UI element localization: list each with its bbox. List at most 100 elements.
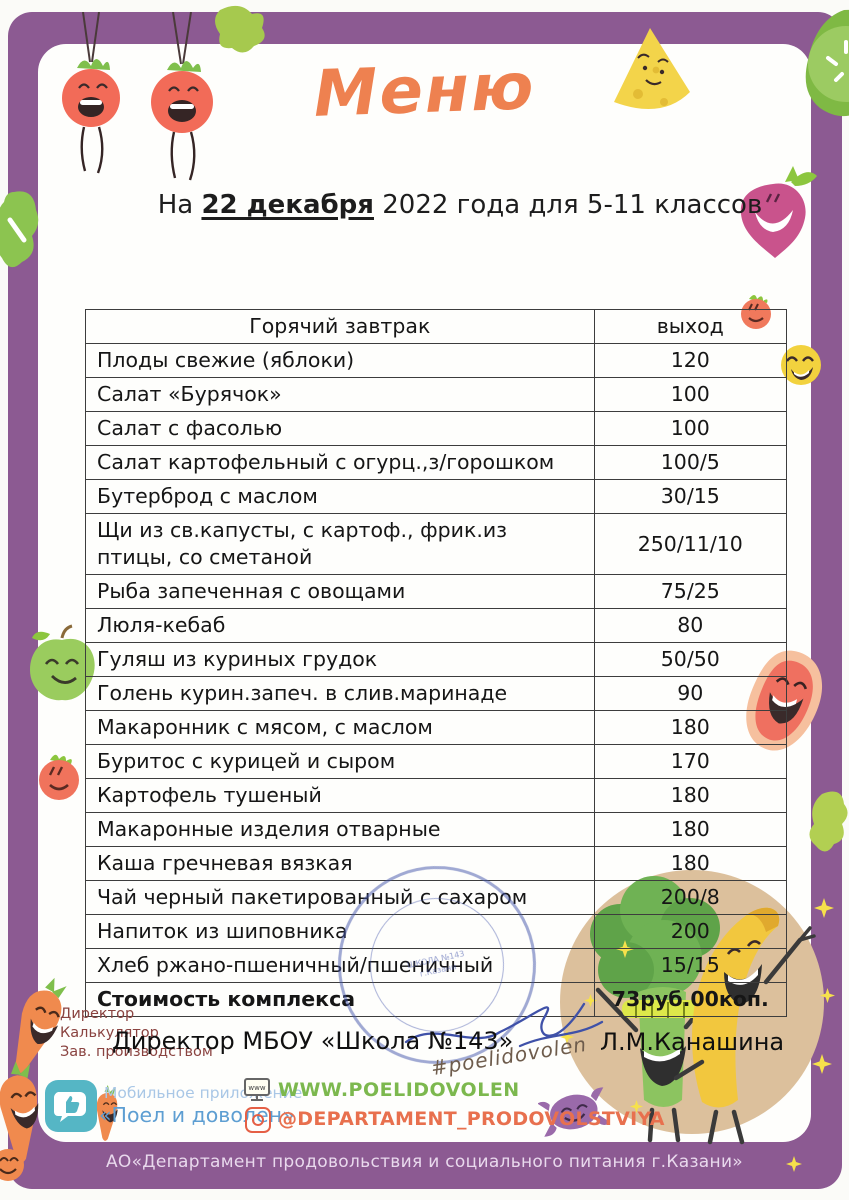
hanging-tomato-icon xyxy=(151,12,213,181)
sparkle-icon xyxy=(820,988,835,1003)
subtitle-date: 22 декабря xyxy=(201,190,374,220)
sparkle-icon xyxy=(630,1100,643,1113)
dish-name: Стоимость комплекса xyxy=(85,982,595,1017)
dish-portion: 90 xyxy=(593,676,788,711)
dish-portion: 50/50 xyxy=(593,642,788,677)
dish-portion: 180 xyxy=(593,778,788,813)
dish-portion: 180 xyxy=(593,812,788,847)
dish-name: Картофель тушеный xyxy=(85,778,595,813)
sparkle-icon xyxy=(786,1156,802,1172)
menu-subtitle: На 22 декабря 2022 года для 5-11 классов xyxy=(130,190,790,220)
menu-table: Горячий завтрак выход Плоды свежие (ябло… xyxy=(85,309,788,1017)
table-row: Рыба запеченная с овощами 75/25 xyxy=(85,574,788,609)
dish-portion: 75/25 xyxy=(593,574,788,609)
table-row: Стоимость комплекса 73руб.00коп. xyxy=(85,982,788,1017)
dish-portion: 100 xyxy=(593,411,788,446)
dish-name: Люля-кебаб xyxy=(85,608,595,643)
dish-name: Хлеб ржано-пшеничный/пшеничный xyxy=(85,948,595,983)
mobile-app-icon xyxy=(45,1080,97,1132)
table-header-row: Горячий завтрак выход xyxy=(85,309,788,344)
table-row: Хлеб ржано-пшеничный/пшеничный 15/15 xyxy=(85,948,788,983)
dish-portion: 180 xyxy=(593,846,788,881)
dish-portion: 100/5 xyxy=(593,445,788,480)
dish-portion: 100 xyxy=(593,377,788,412)
dish-portion: 170 xyxy=(593,744,788,779)
subtitle-suffix: 2022 года для 5-11 классов xyxy=(373,190,763,220)
dish-name: Буритос с курицей и сыром xyxy=(85,744,595,779)
dish-portion: 200 xyxy=(593,914,788,949)
dish-name: Каша гречневая вязкая xyxy=(85,846,595,881)
dish-portion: 30/15 xyxy=(593,479,788,514)
dish-portion: 200/8 xyxy=(593,880,788,915)
signature-titles: Директор Калькулятор Зав. производством xyxy=(60,1005,213,1062)
signature-title: Калькулятор xyxy=(60,1025,159,1041)
www-monitor-icon: www xyxy=(244,1078,270,1101)
table-row: Чай черный пакетированный с сахаром 200/8 xyxy=(85,880,788,915)
sparkle-icon xyxy=(560,1030,574,1044)
leaf-icon xyxy=(215,5,265,53)
dish-portion: 73руб.00коп. xyxy=(593,982,788,1017)
carrot-icon xyxy=(15,977,67,1074)
tomato-icon xyxy=(39,754,79,800)
carrot-icon xyxy=(0,1149,24,1181)
dish-name: Бутерброд с маслом xyxy=(85,479,595,514)
svg-text:www: www xyxy=(248,1084,265,1092)
dish-name: Салат картофельный с огурц.,з/горошком xyxy=(85,445,595,480)
table-row: Буритос с курицей и сыром 170 xyxy=(85,744,788,779)
dish-name: Салат «Бурячок» xyxy=(85,377,595,412)
website-text: WWW.POELIDOVOLEN xyxy=(278,1079,520,1101)
dish-portion: 120 xyxy=(593,343,788,378)
dish-name: Плоды свежие (яблоки) xyxy=(85,343,595,378)
dish-name: Макаронник с мясом, с маслом xyxy=(85,710,595,745)
table-row: Щи из св.капусты, с картоф., фрик.из пти… xyxy=(85,513,788,575)
dish-name: Голень курин.запеч. в слив.маринаде xyxy=(85,676,595,711)
signer-name: Л.М.Канашина xyxy=(600,1028,785,1056)
dish-name: Щи из св.капусты, с картоф., фрик.из пти… xyxy=(85,513,595,575)
signature-title: Зав. производством xyxy=(60,1044,213,1060)
hanging-tomato-icon xyxy=(62,12,120,174)
table-row: Салат с фасолью 100 xyxy=(85,411,788,446)
table-row: Салат картофельный с огурц.,з/горошком 10… xyxy=(85,445,788,480)
director-line: Директор МБОУ «Школа №143» xyxy=(112,1027,514,1055)
pickle-icon xyxy=(0,191,39,268)
thumbs-up-bubble-icon xyxy=(54,1092,86,1122)
table-row: Люля-кебаб 80 xyxy=(85,608,788,643)
table-row: Макаронник с мясом, с маслом 180 xyxy=(85,710,788,745)
app-label-top: Мобильное приложение xyxy=(104,1084,303,1102)
leaf-blob-icon xyxy=(809,791,848,852)
dish-portion: 250/11/10 xyxy=(593,513,788,575)
menu-table-body: Плоды свежие (яблоки) 120 Салат «Бурячок» 1… xyxy=(85,343,788,1017)
lemon-smiley-icon xyxy=(781,345,821,385)
table-row: Макаронные изделия отварные 180 xyxy=(85,812,788,847)
dish-name: Салат с фасолью xyxy=(85,411,595,446)
column-header-dish: Горячий завтрак xyxy=(85,309,595,344)
table-row: Салат «Бурячок» 100 xyxy=(85,377,788,412)
dish-portion: 15/15 xyxy=(593,948,788,983)
dish-portion: 180 xyxy=(593,710,788,745)
table-row: Голень курин.запеч. в слив.маринаде 90 xyxy=(85,676,788,711)
candy-icon xyxy=(538,1087,610,1137)
instagram-handle: @DEPARTAMENT_PRODOVOLSTVIYA xyxy=(278,1108,665,1130)
dish-portion: 80 xyxy=(593,608,788,643)
signature-icon xyxy=(404,1002,604,1048)
sparkle-icon xyxy=(814,898,834,918)
table-row: Бутерброд с маслом 30/15 xyxy=(85,479,788,514)
cucumber-slice-icon xyxy=(805,9,849,116)
instagram-icon xyxy=(245,1107,271,1133)
carrot-icon xyxy=(96,1085,118,1141)
column-header-out: выход xyxy=(593,309,788,344)
carrot-icon xyxy=(0,1061,39,1163)
subtitle-prefix: На xyxy=(157,190,202,220)
dish-name: Рыба запеченная с овощами xyxy=(85,574,595,609)
signature-title: Директор xyxy=(60,1006,135,1022)
apple-icon xyxy=(30,624,95,701)
table-row: Плоды свежие (яблоки) 120 xyxy=(85,343,788,378)
table-row: Гуляш из куриных грудок 50/50 xyxy=(85,642,788,677)
dish-name: Макаронные изделия отварные xyxy=(85,812,595,847)
sparkle-icon xyxy=(812,1054,832,1074)
organization-line: АО«Департамент продовольствия и социальн… xyxy=(105,1152,743,1172)
cheese-icon xyxy=(614,28,690,110)
beet-icon xyxy=(740,166,817,258)
table-row: Картофель тушеный 180 xyxy=(85,778,788,813)
